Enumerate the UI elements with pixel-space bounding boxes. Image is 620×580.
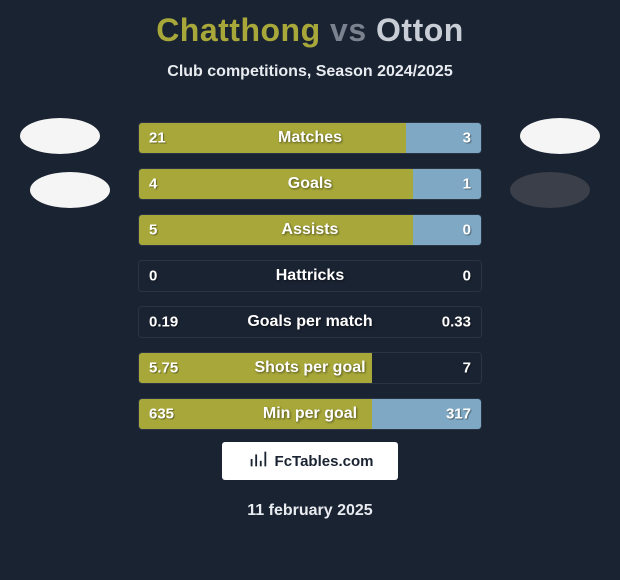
stat-label: Min per goal [139,405,481,423]
brand-text: FcTables.com [275,453,374,470]
avatar-player2-bottom [510,172,590,208]
stat-row: 41Goals [138,168,482,200]
title-vs: vs [330,12,367,48]
stat-row: 5.757Shots per goal [138,352,482,384]
footer-date: 11 february 2025 [0,502,620,520]
stat-label: Hattricks [139,267,481,285]
avatar-player2-top [520,118,600,154]
stat-row: 50Assists [138,214,482,246]
bar-chart-icon [247,448,269,475]
subtitle: Club competitions, Season 2024/2025 [0,63,620,81]
avatar-player1-top [20,118,100,154]
stat-row: 635317Min per goal [138,398,482,430]
stat-label: Assists [139,221,481,239]
stat-label: Matches [139,129,481,147]
stat-row: 213Matches [138,122,482,154]
brand-badge: FcTables.com [222,442,398,480]
stat-label: Shots per goal [139,359,481,377]
stat-row: 0.190.33Goals per match [138,306,482,338]
comparison-bars: 213Matches 41Goals 50Assists 00Hattricks 0.1… [138,122,482,444]
stat-label: Goals per match [139,313,481,331]
title-player1: Chatthong [156,12,320,48]
avatar-player1-bottom [30,172,110,208]
title-player2: Otton [376,12,464,48]
stat-label: Goals [139,175,481,193]
page-title: Chatthong vs Otton [0,0,620,49]
stat-row: 00Hattricks [138,260,482,292]
